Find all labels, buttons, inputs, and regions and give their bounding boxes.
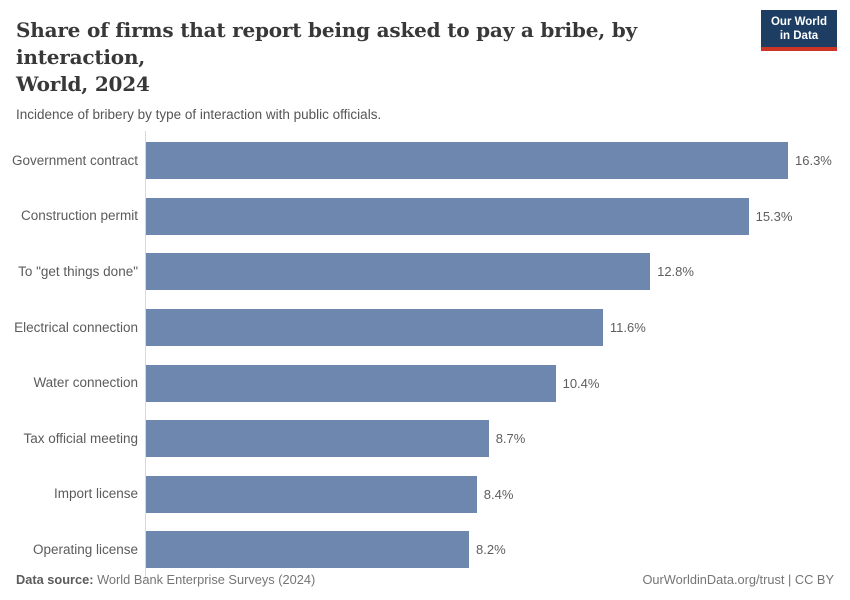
category-label: Water connection bbox=[33, 375, 138, 391]
data-source-label: Data source: bbox=[16, 572, 94, 587]
value-label: 8.2% bbox=[476, 542, 506, 558]
chart-title: Share of firms that report being asked t… bbox=[16, 17, 761, 98]
bar-row: Operating license 8.2% bbox=[0, 522, 850, 578]
bar[interactable] bbox=[146, 142, 788, 180]
category-label: Tax official meeting bbox=[23, 431, 138, 447]
bar-row: Tax official meeting 8.7% bbox=[0, 411, 850, 467]
bar[interactable] bbox=[146, 531, 469, 569]
owid-logo-red-bar bbox=[761, 47, 837, 51]
value-label: 12.8% bbox=[657, 264, 694, 280]
bar-track: 8.7% bbox=[146, 411, 850, 467]
bar-row: Import license 8.4% bbox=[0, 467, 850, 523]
bar[interactable] bbox=[146, 475, 477, 513]
bar-chart: Government contract 16.3% Construction per… bbox=[0, 131, 850, 580]
data-source-value: World Bank Enterprise Surveys (2024) bbox=[93, 572, 316, 587]
value-label: 15.3% bbox=[755, 208, 793, 224]
chart-footer: Data source: World Bank Enterprise Surve… bbox=[16, 572, 834, 587]
owid-logo[interactable]: Our World in Data bbox=[761, 10, 837, 51]
owid-logo-text: Our World in Data bbox=[761, 10, 837, 47]
owid-logo-line1: Our World bbox=[770, 16, 827, 28]
category-label: Construction permit bbox=[20, 208, 138, 224]
chart-subtitle: Incidence of bribery by type of interact… bbox=[16, 107, 382, 122]
bar-track: 10.4% bbox=[146, 355, 850, 411]
value-label: 11.6% bbox=[609, 320, 646, 336]
bar-track: 8.2% bbox=[146, 522, 850, 578]
bar[interactable] bbox=[146, 253, 651, 291]
category-label: Government contract bbox=[11, 153, 138, 169]
bar-track: 8.4% bbox=[146, 467, 850, 523]
bar-row: Water connection 10.4% bbox=[0, 355, 850, 411]
category-label: To "get things done" bbox=[18, 264, 138, 280]
chart-title-line2: World, 2024 bbox=[16, 72, 150, 96]
value-label: 16.3% bbox=[795, 153, 832, 169]
category-label: Operating license bbox=[32, 542, 138, 558]
value-label: 8.4% bbox=[483, 486, 514, 502]
bar-row: Electrical connection 11.6% bbox=[0, 300, 850, 356]
data-source: Data source: World Bank Enterprise Surve… bbox=[16, 572, 315, 587]
bar[interactable] bbox=[146, 364, 556, 402]
bar-row: Construction permit 15.3% bbox=[0, 189, 850, 245]
owid-logo-line2: in Data bbox=[779, 30, 819, 42]
bar-row: Government contract 16.3% bbox=[0, 133, 850, 189]
bar-row: To "get things done" 12.8% bbox=[0, 244, 850, 300]
y-axis-line bbox=[145, 131, 146, 580]
bar[interactable] bbox=[146, 420, 489, 458]
category-label: Import license bbox=[53, 486, 138, 502]
bar-track: 12.8% bbox=[146, 244, 850, 300]
chart-title-line1: Share of firms that report being asked t… bbox=[16, 18, 637, 69]
value-label: 8.7% bbox=[495, 431, 526, 447]
bar-track: 11.6% bbox=[146, 300, 850, 356]
category-label: Electrical connection bbox=[14, 319, 138, 335]
bar-track: 15.3% bbox=[146, 189, 850, 245]
bar[interactable] bbox=[146, 309, 603, 347]
bar-track: 16.3% bbox=[146, 133, 850, 189]
bar-rows: Government contract 16.3% Construction per… bbox=[0, 131, 850, 578]
owid-link[interactable]: OurWorldinData.org/trust | CC BY bbox=[642, 572, 834, 587]
chart-header: Share of firms that report being asked t… bbox=[0, 0, 850, 122]
bar[interactable] bbox=[146, 197, 749, 235]
value-label: 10.4% bbox=[562, 375, 600, 391]
